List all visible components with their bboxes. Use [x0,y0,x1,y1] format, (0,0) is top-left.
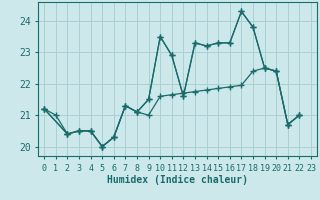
X-axis label: Humidex (Indice chaleur): Humidex (Indice chaleur) [107,175,248,185]
